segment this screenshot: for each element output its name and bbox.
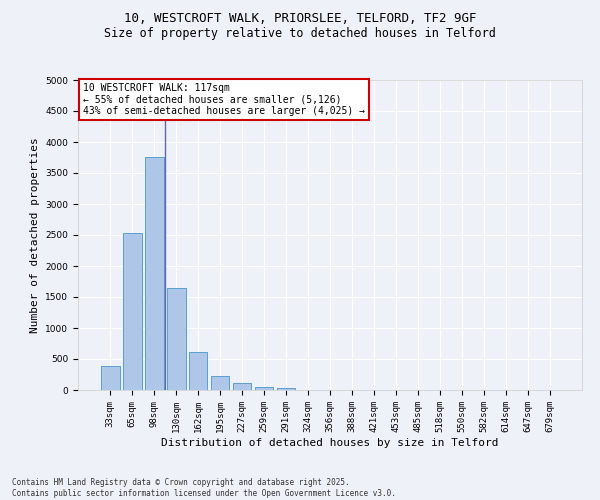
Bar [101,366,119,390]
Bar [211,376,229,390]
X-axis label: Distribution of detached houses by size in Telford: Distribution of detached houses by size … [161,438,499,448]
Text: 10, WESTCROFT WALK, PRIORSLEE, TELFORD, TF2 9GF: 10, WESTCROFT WALK, PRIORSLEE, TELFORD, … [124,12,476,26]
Bar [233,384,251,390]
Text: 10 WESTCROFT WALK: 117sqm
← 55% of detached houses are smaller (5,126)
43% of se: 10 WESTCROFT WALK: 117sqm ← 55% of detac… [83,83,365,116]
Bar [255,386,274,390]
Y-axis label: Number of detached properties: Number of detached properties [30,137,40,333]
Bar [277,388,295,390]
Text: Size of property relative to detached houses in Telford: Size of property relative to detached ho… [104,28,496,40]
Bar [189,352,208,390]
Bar [123,232,142,390]
Bar [167,288,185,390]
Text: Contains HM Land Registry data © Crown copyright and database right 2025.
Contai: Contains HM Land Registry data © Crown c… [12,478,396,498]
Bar [145,157,164,390]
